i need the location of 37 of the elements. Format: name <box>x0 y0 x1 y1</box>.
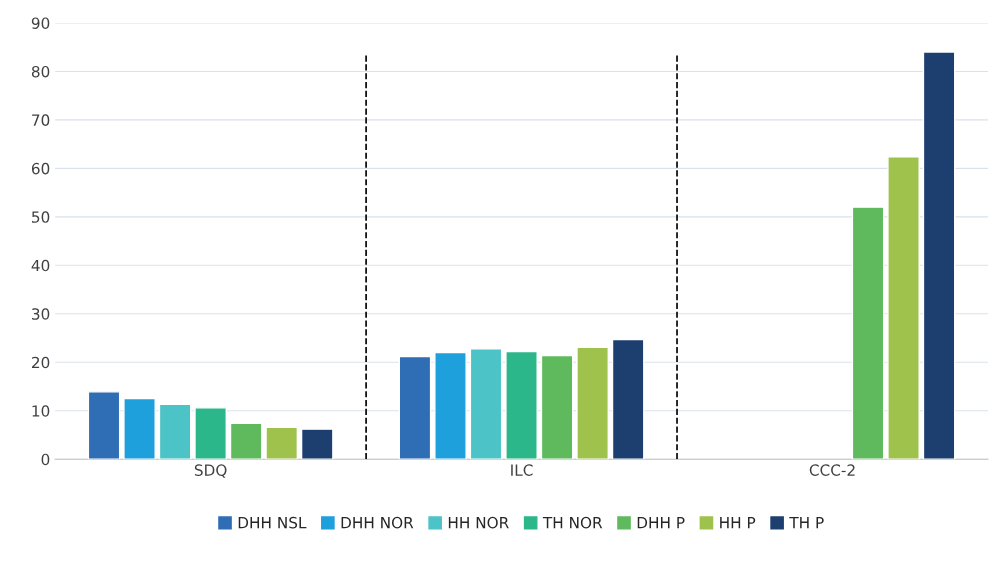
bar <box>229 422 263 460</box>
y-tick-label: 70 <box>32 114 50 126</box>
y-tick-label: 40 <box>31 259 50 272</box>
bar <box>265 426 299 460</box>
legend-label: TH P <box>789 517 824 529</box>
legend-label: DHH NOR <box>341 516 414 529</box>
bar <box>922 51 956 460</box>
bar <box>194 407 227 460</box>
legend-label: TH NOR <box>542 516 603 529</box>
bar <box>398 355 432 460</box>
bar <box>851 206 885 460</box>
legend-label: HH P <box>720 517 756 529</box>
bar <box>434 351 467 460</box>
x-tick-label: ILC <box>511 464 533 476</box>
bar <box>87 391 121 460</box>
bar <box>123 397 156 460</box>
bar <box>540 354 574 460</box>
bar <box>887 156 920 460</box>
legend-label: HH NOR <box>448 516 509 529</box>
bar <box>469 347 503 460</box>
legend-label: DHH P <box>637 517 685 529</box>
bar <box>576 346 609 460</box>
bar <box>300 428 334 460</box>
y-tick-label: 90 <box>31 17 50 29</box>
bar <box>158 403 192 460</box>
x-tick-label: SDQ <box>194 464 227 478</box>
y-tick-label: 20 <box>31 356 50 369</box>
y-tick-label: 60 <box>31 162 50 175</box>
y-tick-label: 30 <box>32 308 50 320</box>
x-tick-label: CCC-2 <box>809 464 855 476</box>
bar <box>505 350 538 460</box>
y-tick-label: 80 <box>31 65 50 78</box>
y-tick-label: 10 <box>32 405 50 417</box>
y-tick-label: 50 <box>32 211 50 223</box>
bar <box>611 338 645 460</box>
legend-label: DHH NSL <box>238 516 307 529</box>
y-tick-label: 0 <box>41 453 50 466</box>
